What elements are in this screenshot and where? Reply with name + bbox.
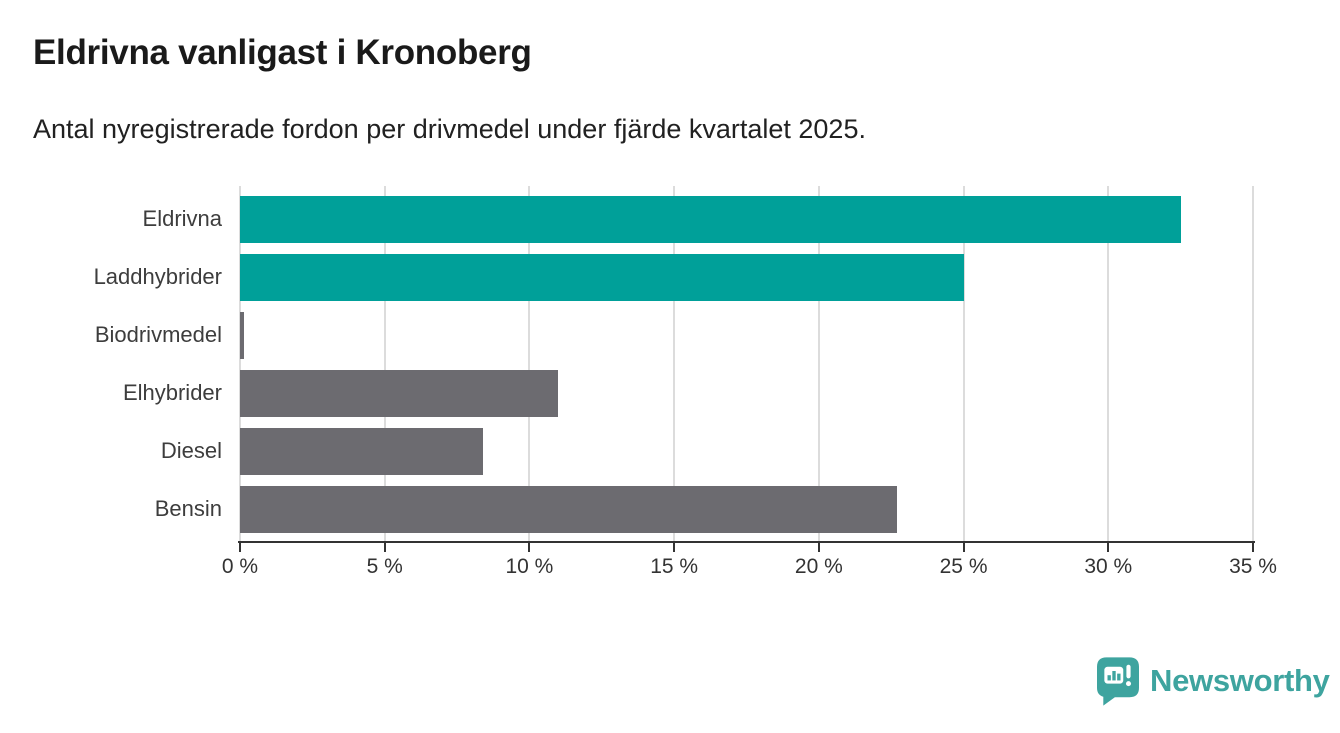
x-axis-tick: [1107, 543, 1110, 552]
x-axis-line: [238, 541, 1255, 543]
x-axis-tick-label: 25 %: [939, 555, 988, 578]
x-axis-tick-label: 30 %: [1084, 555, 1133, 578]
x-axis-tick: [962, 543, 965, 552]
category-label: Elhybrider: [122, 380, 222, 405]
x-axis-tick-label: 20 %: [794, 555, 843, 578]
x-axis-tick: [239, 543, 241, 552]
newsworthy-branding: Newsworthy: [1097, 656, 1330, 706]
x-axis-tick: [528, 543, 531, 552]
x-axis-tick-label: 0 %: [221, 555, 259, 578]
chart-subtitle: Antal nyregistrerade fordon per drivmede…: [33, 114, 866, 144]
bar-biodrivmedel: [240, 312, 245, 359]
gridline: [1252, 186, 1254, 541]
x-axis-tick-label: 15 %: [650, 555, 699, 578]
chart-title: Eldrivna vanligast i Kronoberg: [33, 33, 532, 72]
bar-diesel: [240, 428, 484, 475]
gridline: [383, 186, 386, 541]
bar-eldrivna: [240, 196, 1181, 243]
x-axis-tick: [1252, 543, 1254, 552]
x-axis-tick-label: 5 %: [366, 555, 403, 578]
gridline: [962, 186, 965, 541]
newsworthy-pin-barchart-icon: [1097, 656, 1139, 706]
bar-laddhybrider: [240, 254, 964, 301]
gridline: [673, 186, 676, 541]
x-axis-tick: [673, 543, 676, 552]
gridline: [239, 186, 241, 541]
category-label: Biodrivmedel: [94, 322, 222, 347]
gridline: [528, 186, 531, 541]
category-label: Diesel: [160, 438, 222, 463]
x-axis-tick: [817, 543, 820, 552]
category-label: Eldrivna: [142, 206, 222, 231]
x-axis-tick-label: 35 %: [1229, 555, 1277, 578]
category-label: Bensin: [154, 496, 222, 521]
newsworthy-logo-text: Newsworthy: [1150, 663, 1330, 698]
gridline: [1107, 186, 1110, 541]
x-axis-tick: [383, 543, 386, 552]
gridline: [817, 186, 820, 541]
x-axis-tick-label: 10 %: [505, 555, 554, 578]
bar-elhybrider: [240, 370, 559, 417]
category-label: Laddhybrider: [93, 264, 222, 289]
bar-bensin: [240, 486, 897, 533]
